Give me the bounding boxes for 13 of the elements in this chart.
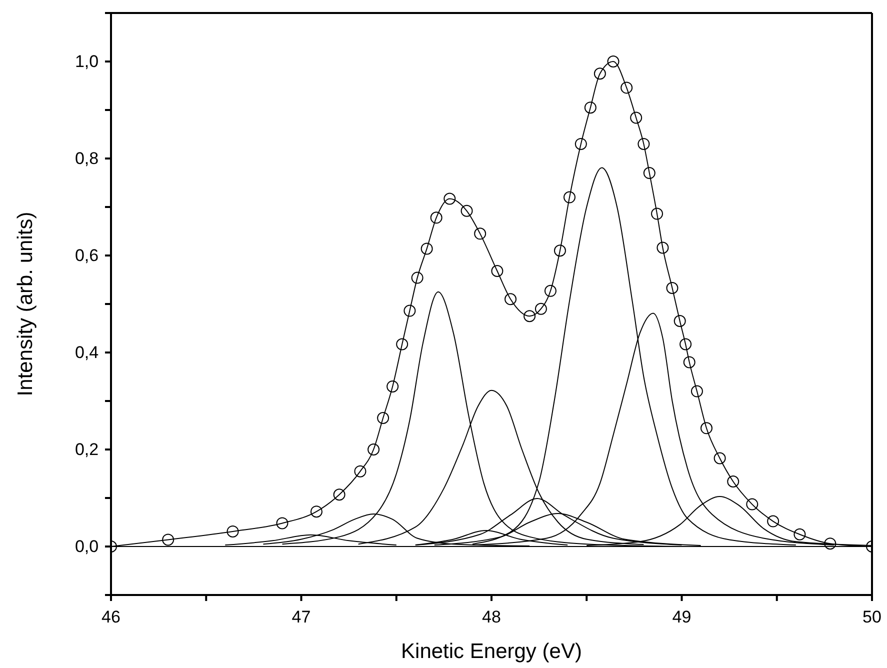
x-tick-label: 47 — [292, 608, 311, 627]
x-axis-title: Kinetic Energy (eV) — [401, 640, 582, 663]
y-tick-label: 0,4 — [74, 342, 99, 362]
x-tick-label: 50 — [862, 608, 882, 627]
y-tick-label: 0,2 — [74, 440, 99, 459]
y-tick-label: 0,6 — [74, 246, 99, 265]
x-tick-label: 48 — [482, 608, 501, 627]
y-tick-label: 1,0 — [74, 52, 99, 71]
y-axis-title: Intensity (arb. units) — [14, 212, 37, 396]
x-tick-label: 49 — [672, 608, 692, 627]
y-tick-label: 0,0 — [74, 536, 99, 556]
x-tick-label: 46 — [102, 608, 120, 627]
y-tick-label: 0,8 — [74, 148, 99, 168]
